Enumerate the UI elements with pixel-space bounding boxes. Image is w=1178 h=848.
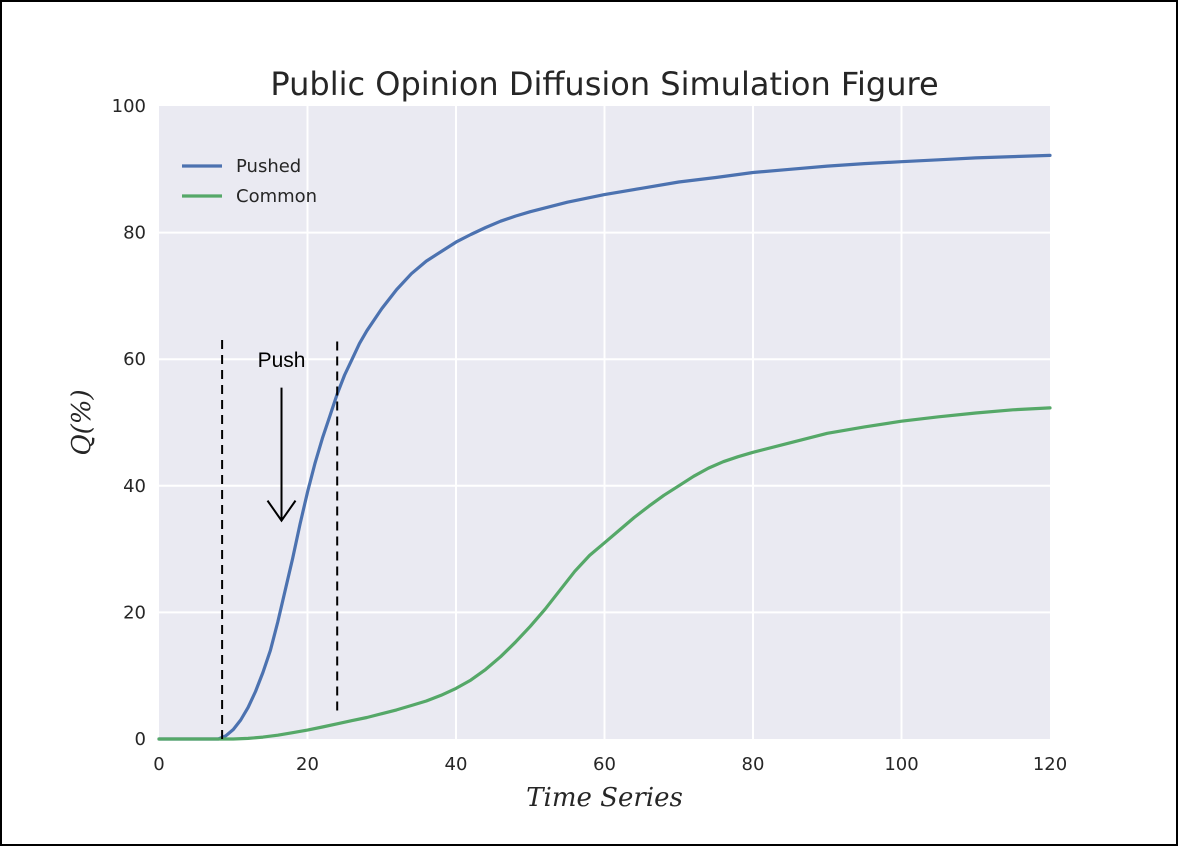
x-tick-label: 100 [884, 754, 918, 775]
x-axis-label: Time Series [526, 783, 683, 813]
annotations: Push [221, 337, 339, 739]
y-tick-label: 100 [112, 96, 146, 117]
series-line-pushed [157, 153, 1052, 741]
x-tick-label: 40 [445, 754, 468, 775]
legend-label-common: Common [236, 186, 317, 207]
x-tick-label: 80 [742, 754, 765, 775]
push-annotation-label: Push [258, 349, 306, 372]
legend: Pushed Common [182, 156, 317, 207]
tick-labels: 0 20 40 60 80 100 120 0 20 40 60 80 100 [112, 96, 1068, 775]
y-tick-label: 40 [123, 476, 146, 497]
chart-title: Public Opinion Diffusion Simulation Figu… [270, 65, 938, 103]
y-tick-label: 0 [135, 729, 146, 750]
x-tick-label: 20 [296, 754, 319, 775]
y-tick-label: 80 [123, 223, 146, 244]
series-group [157, 153, 1052, 741]
y-tick-label: 20 [123, 602, 146, 623]
x-tick-label: 0 [153, 754, 164, 775]
y-axis-label: Q(%) [67, 389, 97, 455]
series-line-common [157, 406, 1052, 741]
x-tick-label: 60 [593, 754, 616, 775]
y-tick-label: 60 [123, 349, 146, 370]
legend-label-pushed: Pushed [236, 156, 301, 177]
grid-lines [159, 106, 1050, 739]
x-tick-label: 120 [1033, 754, 1067, 775]
push-arrow-head [266, 500, 297, 523]
